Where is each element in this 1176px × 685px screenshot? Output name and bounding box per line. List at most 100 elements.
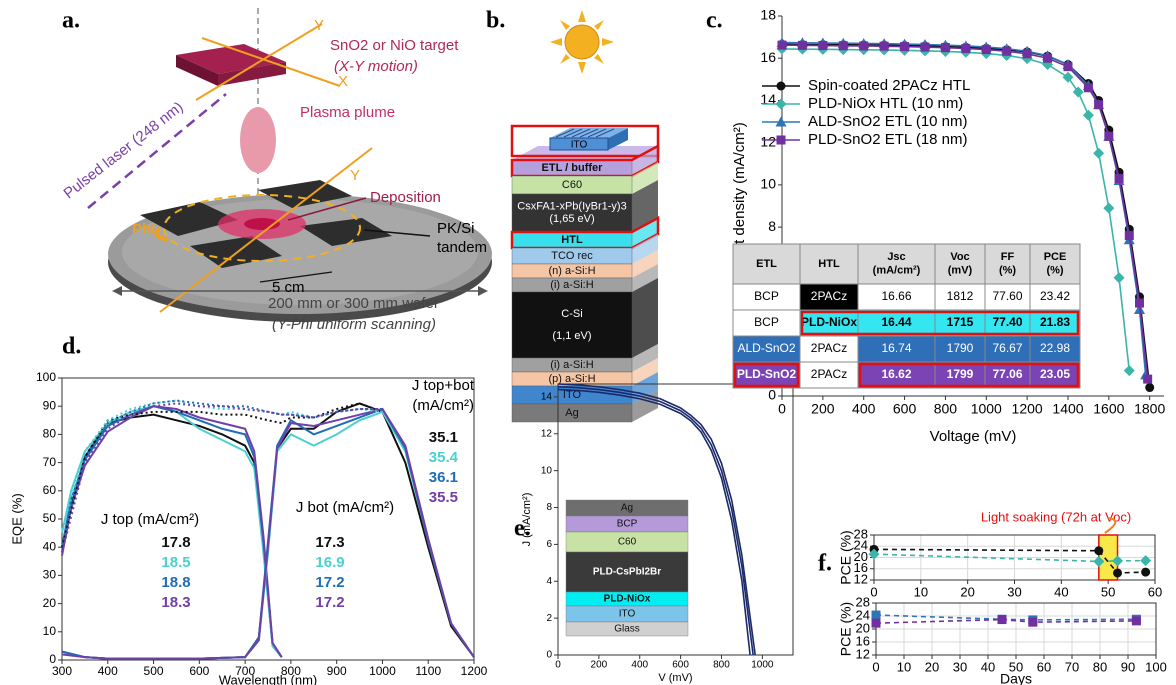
x-tick-label: 0 xyxy=(555,660,561,671)
layer-label: (p) a-Si:H xyxy=(548,373,595,385)
marker xyxy=(777,136,786,145)
table-text: 2PACz xyxy=(811,289,847,303)
y-tick-label: 12 xyxy=(760,133,776,149)
annotation-value: 17.2 xyxy=(315,594,344,611)
y-tick-label: 70 xyxy=(43,455,57,469)
table-header: Voc xyxy=(950,251,969,263)
table-text: 77.06 xyxy=(992,367,1022,381)
x-axis-title: V (mV) xyxy=(658,672,692,684)
marker xyxy=(859,41,868,50)
layer-label: (i) a-Si:H xyxy=(550,279,593,291)
y-tick-label: 0 xyxy=(546,650,552,661)
marker xyxy=(1103,203,1114,214)
x-tick-label: 0 xyxy=(872,659,879,674)
y-tick-label: 20 xyxy=(856,620,870,635)
annotation-value: 18.3 xyxy=(161,594,190,611)
x-tick-label: 40 xyxy=(981,659,995,674)
marker xyxy=(1104,132,1113,141)
y-tick-label: 90 xyxy=(43,398,57,412)
x-tick-label: 1800 xyxy=(1134,401,1165,417)
x-tick-label: 10 xyxy=(897,659,911,674)
marker xyxy=(1145,383,1154,392)
page: SnO2 or NiO target (X-Y motion) Plasma p… xyxy=(0,0,1176,685)
marker xyxy=(1043,54,1052,63)
marker xyxy=(872,611,881,620)
layer-label: HTL xyxy=(561,234,583,246)
legend-label: ALD-SnO2 ETL (10 nm) xyxy=(808,113,968,130)
figure: SnO2 or NiO target (X-Y motion) Plasma p… xyxy=(0,0,1176,685)
layer-label: Ag xyxy=(565,407,578,419)
y-tick-label: 8 xyxy=(768,218,776,234)
legend-label: Spin-coated 2PACz HTL xyxy=(808,77,970,94)
table-header: (mA/cm²) xyxy=(873,265,921,277)
marker xyxy=(872,619,881,628)
table-text: 1812 xyxy=(947,289,974,303)
x-tick-label: 10 xyxy=(914,584,928,599)
x-tick-label: 400 xyxy=(631,660,648,671)
inset-label: ITO xyxy=(619,609,636,620)
label: Phi xyxy=(132,221,155,238)
label: SnO2 or NiO target xyxy=(330,37,459,54)
marker xyxy=(1114,272,1125,283)
label: 200 mm or 300 mm wafer xyxy=(268,295,439,312)
x-tick-label: 30 xyxy=(953,659,967,674)
table-text: 2PACz xyxy=(811,367,847,381)
x-tick-label: 1400 xyxy=(1052,401,1083,417)
marker xyxy=(1125,231,1134,240)
y-tick-label: 28 xyxy=(856,594,870,609)
y-tick-label: 8 xyxy=(546,502,552,513)
marker xyxy=(1143,375,1152,384)
marker xyxy=(982,45,991,54)
marker xyxy=(1073,87,1084,98)
table-header: FF xyxy=(1001,251,1015,263)
x-tick-label: 70 xyxy=(1065,659,1079,674)
y-tick-label: 60 xyxy=(43,483,57,497)
layer-label: C60 xyxy=(562,179,582,191)
table-text: 1715 xyxy=(947,315,974,329)
inset-label: Ag xyxy=(621,503,633,514)
table-text: 77.60 xyxy=(992,289,1022,303)
table-text: 1799 xyxy=(947,367,974,381)
table-text: 21.83 xyxy=(1040,315,1070,329)
annotation-title: J bot (mA/cm²) xyxy=(296,499,394,516)
x-tick-label: 800 xyxy=(713,660,730,671)
y-tick-label: 24 xyxy=(856,607,870,622)
y-tick-label: 28 xyxy=(854,526,868,541)
layer-label: (1,65 eV) xyxy=(549,213,594,225)
legend-label: PLD-NiOx HTL (10 nm) xyxy=(808,95,963,112)
panel-label: a. xyxy=(62,8,80,34)
y-axis-title: PCE (%) xyxy=(838,602,854,656)
annotation: Light soaking (72h at Voc) xyxy=(981,509,1131,524)
x-tick-label: 800 xyxy=(934,401,958,417)
inset-label: C60 xyxy=(618,537,637,548)
table-text: 16.62 xyxy=(881,367,911,381)
marker xyxy=(880,42,889,51)
marker xyxy=(1002,47,1011,56)
label: (Y-Phi uniform scanning) xyxy=(272,316,436,333)
table-text: 16.44 xyxy=(881,315,911,329)
annotation-title: J top (mA/cm²) xyxy=(101,511,199,528)
y-tick-label: 12 xyxy=(856,646,870,661)
table-text: 76.67 xyxy=(992,341,1022,355)
table-text: 23.42 xyxy=(1040,289,1070,303)
annotation-value: 17.2 xyxy=(315,574,344,591)
annotation-title: (mA/cm²) xyxy=(412,397,474,414)
annotation-value: 18.8 xyxy=(161,574,190,591)
axis-label: X xyxy=(338,73,348,90)
x-axis-title: Voltage (mV) xyxy=(930,428,1017,445)
y-tick-label: 12 xyxy=(541,428,553,439)
x-tick-label: 1000 xyxy=(751,660,774,671)
marker xyxy=(818,41,827,50)
panel-label: d. xyxy=(62,334,81,360)
sun xyxy=(550,10,614,74)
y-tick-label: 4 xyxy=(546,576,552,587)
x-tick-label: 20 xyxy=(960,584,974,599)
marker xyxy=(941,43,950,52)
x-tick-label: 400 xyxy=(98,664,118,678)
x-tick-label: 60 xyxy=(1037,659,1051,674)
x-tick-label: 60 xyxy=(1148,584,1162,599)
layer-label: ITO xyxy=(571,140,588,151)
marker xyxy=(1023,49,1032,58)
x-tick-label: 200 xyxy=(591,660,608,671)
panel-label: b. xyxy=(486,8,505,34)
